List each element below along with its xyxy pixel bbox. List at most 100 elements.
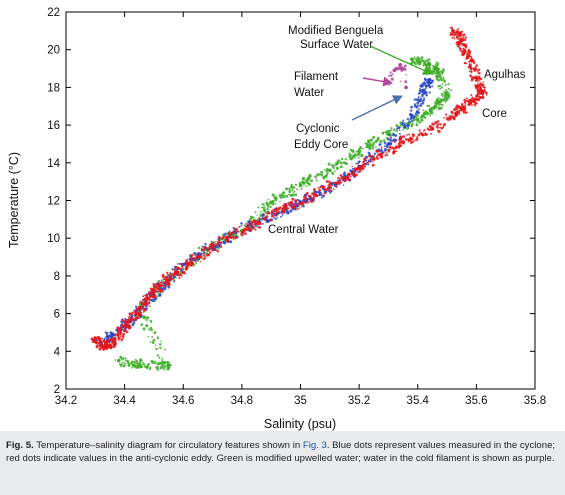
scatter-dot [171,272,175,276]
scatter-dot [300,206,302,208]
scatter-dot [272,200,274,202]
scatter-dot [450,89,453,92]
scatter-dot [422,88,426,92]
scatter-dot [416,101,420,105]
scatter-dot [461,50,464,54]
scatter-dot [398,140,402,144]
scatter-dot [413,61,416,64]
scatter-dot [184,267,188,271]
scatter-dot [259,214,263,217]
scatter-dot [388,145,392,149]
scatter-dot [255,219,259,222]
scatter-dot [331,171,335,175]
scatter-dot [425,94,428,97]
scatter-dot [455,115,458,118]
scatter-dot [113,340,116,343]
scatter-dot [105,347,108,350]
scatter-dot [216,241,219,243]
scatter-dot [168,273,172,277]
scatter-dot [372,135,376,139]
scatter-dot [421,114,425,118]
scatter-dot [123,328,126,331]
scatter-dot [105,345,108,348]
scatter-dot [408,113,413,117]
data-point [386,142,391,146]
scatter-dot [462,107,465,110]
scatter-dot [480,85,483,88]
scatter-dot [421,93,423,96]
scatter-dot [463,38,467,42]
scatter-dot [361,166,364,169]
scatter-dot [438,73,442,77]
scatter-dot [459,108,462,111]
scatter-dot [470,94,473,96]
y-tick-label: 6 [54,309,60,321]
scatter-dot [321,185,325,189]
scatter-dot [214,243,218,247]
scatter-dot [291,197,295,201]
scatter-dot [110,333,113,336]
x-tick-label: 35.6 [465,395,487,407]
annotation-agulhas: Agulhas [484,69,526,81]
scatter-dot [131,323,134,326]
scatter-dot [435,125,438,128]
scatter-dot [476,70,479,73]
scatter-dot [470,70,473,73]
scatter-dot [440,98,444,102]
scatter-dot [247,220,251,224]
scatter-dot [165,271,169,275]
scatter-dot [473,62,476,65]
scatter-dot [147,335,150,338]
scatter-dot [442,124,445,127]
scatter-dot [351,154,355,158]
scatter-dot [389,142,393,146]
scatter-dot [423,62,427,66]
scatter-dot [377,148,380,151]
scatter-dot [466,97,468,100]
scatter-dot [207,248,210,252]
scatter-dot [238,226,241,228]
scatter-dot [128,325,132,329]
scatter-dot [322,177,326,180]
scatter-dot [393,140,396,144]
scatter-dot [181,275,183,277]
scatter-dot [305,181,309,184]
scatter-dot [478,72,481,75]
scatter-dot [294,207,297,210]
scatter-dot [441,103,444,107]
scatter-dot [417,118,420,122]
scatter-dot [461,104,463,106]
scatter-dot [274,203,277,205]
scatter-dot [478,95,481,98]
scatter-dot [272,208,274,211]
scatter-dot [251,223,254,226]
scatter-dot [418,120,421,124]
y-tick-label: 20 [47,45,60,57]
scatter-dot [325,191,327,194]
scatter-dot [102,339,105,342]
scatter-dot [166,360,169,364]
scatter-dot [351,165,353,168]
scatter-dot [450,114,453,117]
scatter-dot [466,100,469,102]
figure-reference-link[interactable]: Fig. 3 [302,440,327,451]
scatter-dot [427,104,430,107]
scatter-dot [337,176,340,180]
scatter-dot [416,136,419,139]
scatter-dot [474,85,477,88]
scatter-dot [313,194,315,197]
scatter-dot [335,186,338,189]
scatter-dot [357,148,361,152]
annotation-modified-benguela-arrow [369,45,433,75]
data-point [116,358,121,363]
scatter-dot [416,114,420,117]
scatter-dot [140,364,143,367]
scatter-dot [198,254,202,258]
scatter-dot [464,36,467,39]
scatter-dot [270,213,273,216]
scatter-dot [231,231,234,234]
scatter-dot [137,306,141,309]
scatter-dot [323,192,326,195]
scatter-dot [125,330,129,334]
scatter-dot [232,235,235,238]
